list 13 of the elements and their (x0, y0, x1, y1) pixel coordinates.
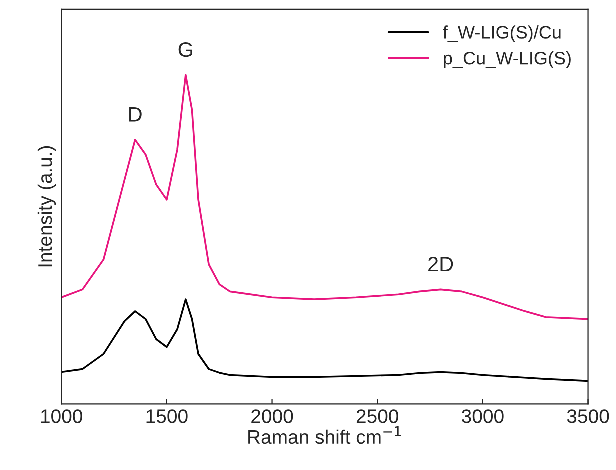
legend-label: f_W-LIG(S)/Cu (443, 26, 561, 42)
x-tick-label: 1500 (146, 410, 188, 424)
x-tick-label: 2000 (252, 410, 294, 424)
annotation: 2D (428, 256, 454, 272)
x-tick-label: 3500 (567, 410, 610, 424)
legend-label: p_Cu_W-LIG(S) (444, 52, 571, 68)
annotation: G (178, 42, 192, 58)
x-tick-label: 2500 (356, 410, 398, 424)
annotation: D (130, 107, 142, 122)
x-tick-label: 3000 (462, 410, 504, 424)
x-tick-label: 1000 (41, 410, 82, 424)
y-axis-title: Intensity (a.u.) (38, 146, 56, 267)
x-axis-title: Raman shift cm$^{−1}$ (248, 426, 402, 444)
